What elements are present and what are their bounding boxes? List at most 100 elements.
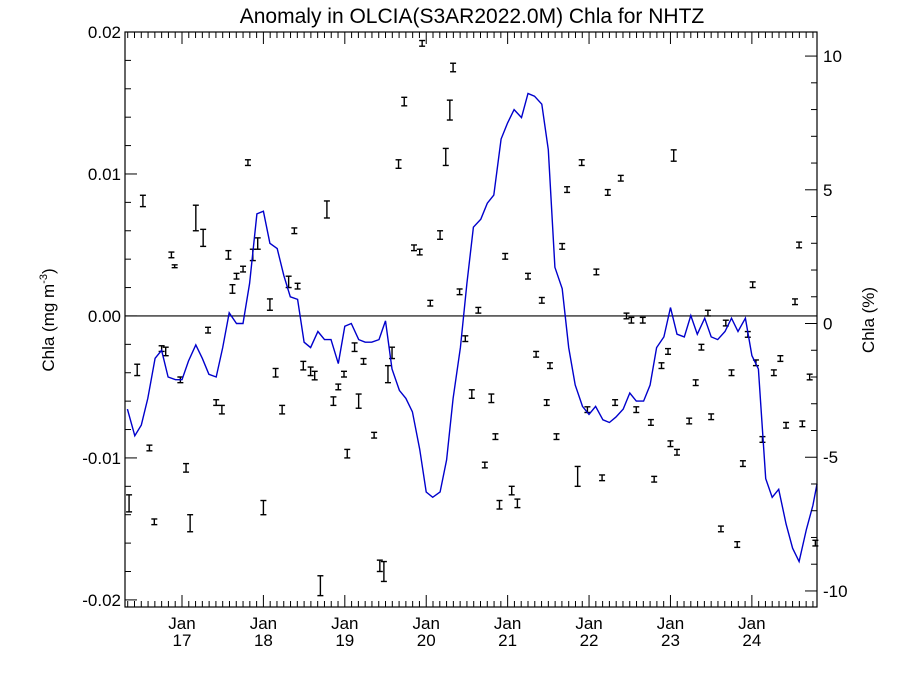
error-bar-point (260, 499, 267, 516)
error-bar-point (617, 174, 624, 182)
error-bar-point (717, 525, 724, 533)
error-bar-point (355, 393, 362, 409)
error-bar-point (411, 244, 418, 252)
error-bar-point (291, 227, 298, 235)
error-bar-point (200, 228, 207, 248)
error-bar-point (300, 360, 307, 371)
error-bar-point (698, 343, 705, 351)
x-tick-label-year: 18 (254, 631, 273, 650)
error-bar-point (126, 494, 133, 513)
y-tick-label: 0.00 (88, 307, 121, 326)
error-bar-point (639, 316, 646, 324)
y2-tick-label: -5 (823, 448, 838, 467)
error-bar-point (376, 559, 383, 573)
x-tick-label-year: 24 (742, 631, 761, 650)
error-bar-point (578, 159, 585, 167)
y-axis-right: 10 5 0 -5 -10 (805, 47, 848, 601)
x-tick-label-month: Jan (738, 614, 765, 633)
error-bar-point (475, 306, 482, 314)
error-bar-point (749, 281, 756, 289)
error-bar-point (311, 370, 318, 381)
error-bar-point (330, 396, 337, 407)
error-bar-point (770, 369, 777, 377)
error-bar-point (670, 149, 677, 162)
anomaly-line (126, 92, 818, 564)
error-bar-point (205, 326, 212, 334)
error-bar-point (623, 312, 630, 320)
error-bar-point (559, 242, 566, 250)
error-bar-point (233, 272, 240, 280)
y-tick-label: -0.02 (82, 591, 121, 610)
error-bar-point (543, 399, 550, 407)
error-bar-point (240, 265, 247, 273)
error-bar-point (686, 417, 693, 425)
error-bar-point (171, 264, 178, 269)
error-bar-point (553, 433, 560, 441)
error-bar-point (225, 249, 232, 260)
error-bar-point (599, 474, 606, 482)
error-bar-point (294, 282, 301, 290)
error-bar-point (134, 363, 141, 377)
error-bar-point (279, 404, 286, 415)
y2-tick-label: -10 (823, 582, 848, 601)
error-bar-point (395, 159, 402, 169)
error-bar-point (351, 342, 358, 353)
error-bar-point (183, 462, 190, 473)
error-bar-point (488, 393, 495, 404)
error-bar-point (658, 362, 665, 370)
x-tick-label-month: Jan (657, 614, 684, 633)
error-bar-point (667, 440, 674, 448)
x-tick-label-year: 22 (580, 631, 599, 650)
error-bar-point (323, 200, 330, 219)
error-bar-point (446, 99, 453, 121)
x-tick-label-month: Jan (331, 614, 358, 633)
error-bar-point (229, 284, 236, 294)
y2-tick-label: 0 (823, 315, 832, 334)
anomaly-line-series (126, 92, 818, 564)
error-bar-point (514, 498, 521, 509)
error-bar-point (371, 431, 378, 439)
error-bar-point (437, 230, 444, 240)
x-tick-label-year: 23 (661, 631, 680, 650)
error-bar-point (450, 62, 457, 73)
error-bar-point (502, 252, 509, 260)
error-bar-point (218, 404, 225, 415)
error-bar-point (468, 389, 475, 399)
y-tick-label: 0.02 (88, 23, 121, 42)
error-bar-point (651, 475, 658, 483)
error-bar-point (792, 298, 799, 306)
error-bar-point (628, 316, 635, 324)
error-bar-point (806, 373, 813, 381)
error-bar-point (419, 39, 426, 47)
error-bar-point (146, 444, 153, 452)
error-bar-point (213, 399, 220, 407)
error-bar-point (401, 96, 408, 107)
error-bar-point (728, 369, 735, 377)
x-tick-label-month: Jan (250, 614, 277, 633)
error-bar-point (481, 461, 488, 469)
error-bar-point (307, 366, 314, 377)
y-tick-label: 0.01 (88, 165, 121, 184)
error-bar-point (344, 448, 351, 459)
error-bar-point (673, 448, 680, 456)
error-bar-point (384, 364, 391, 384)
y2-tick-label: 5 (823, 181, 832, 200)
error-bar-point (317, 575, 324, 597)
x-tick-label-year: 17 (173, 631, 192, 650)
error-bar-point (244, 159, 251, 167)
error-bar-point (708, 413, 715, 421)
error-bar-point (192, 204, 199, 232)
y2-axis-label: Chla (%) (859, 287, 878, 353)
error-bar-point (647, 418, 654, 426)
error-bar-point (462, 335, 469, 343)
error-bar-point (496, 499, 503, 510)
error-bar-point (799, 420, 806, 428)
x-tick-label-year: 20 (417, 631, 436, 650)
error-bar-point (546, 362, 553, 370)
error-bar-point (564, 186, 571, 194)
error-bar-point (734, 540, 741, 549)
y-axis-label: Chla (mg m-3) (38, 268, 58, 371)
error-bar-point (593, 268, 600, 276)
error-bar-point (604, 188, 611, 196)
